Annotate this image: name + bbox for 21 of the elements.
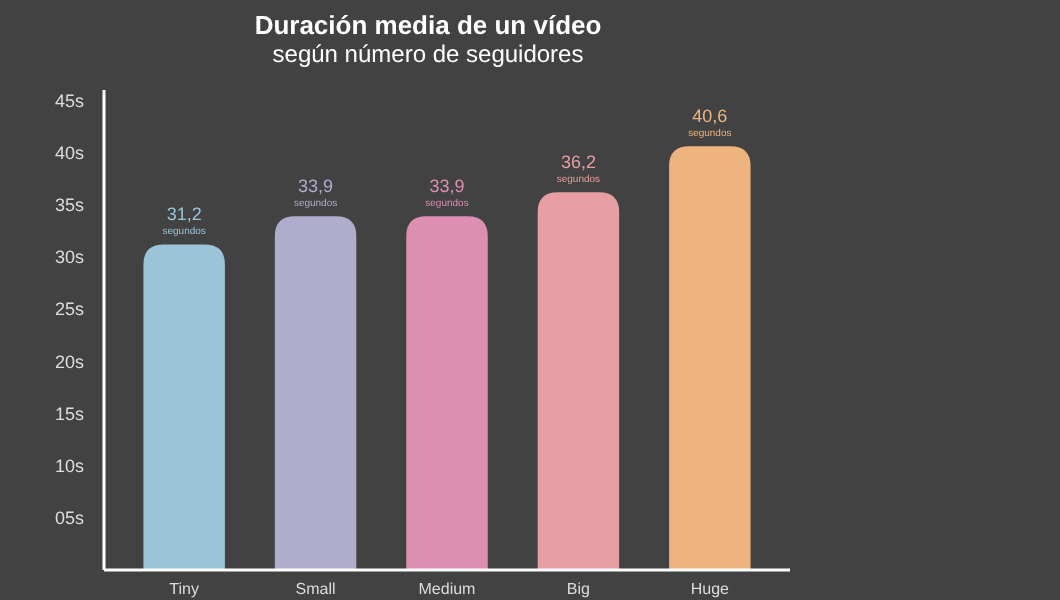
y-tick-label: 40s: [54, 142, 85, 163]
y-tick-label: 45s: [54, 90, 85, 111]
bar: [274, 216, 357, 570]
y-tick-label: 05s: [54, 508, 85, 529]
y-tick-label: 35s: [54, 195, 85, 216]
bar: [669, 146, 751, 570]
bar: [143, 244, 225, 570]
y-tick-label: 10s: [54, 455, 85, 476]
x-tick-label: Big: [566, 580, 590, 598]
x-tick-label: Huge: [690, 580, 731, 598]
bar: [537, 192, 620, 570]
x-tick-label: Tiny: [169, 580, 199, 598]
y-tick-label: 25s: [54, 299, 85, 320]
y-tick-label: 30s: [54, 247, 85, 268]
chart-title: Duración media de un vídeo: [254, 10, 602, 40]
bar: [406, 216, 488, 570]
y-tick-label: 15s: [54, 403, 85, 424]
x-tick-label: Small: [295, 580, 337, 598]
x-tick-label: Medium: [418, 580, 477, 598]
y-tick-label: 20s: [54, 351, 85, 372]
chart-subtitle: según número de seguidores: [272, 40, 584, 68]
